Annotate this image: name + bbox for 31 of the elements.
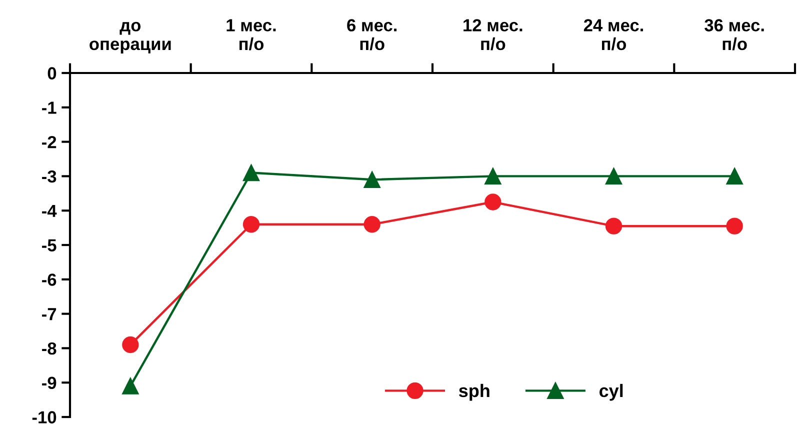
point	[605, 218, 622, 234]
point	[484, 168, 502, 185]
y-tick-label: -4	[42, 204, 57, 217]
point	[484, 194, 502, 210]
y-tick-label: -8	[42, 342, 56, 355]
point	[242, 164, 260, 182]
x-tick-label: 6 мес. п/о	[347, 19, 396, 50]
y-tick-label: -9	[42, 376, 56, 390]
y-tick-label: 0	[48, 67, 56, 80]
x-tick-label: до операции	[90, 22, 171, 54]
y-tick-label: -2	[42, 136, 56, 148]
legend-label: cyl	[599, 384, 623, 401]
point	[122, 336, 139, 354]
y-tick-label: -5	[42, 239, 56, 252]
y-tick-label: -1	[42, 102, 56, 114]
point	[364, 216, 380, 233]
point	[726, 218, 743, 234]
x-tick-label: 24 мес. п/о	[584, 19, 643, 50]
y-tick-label: -3	[42, 170, 56, 183]
point	[242, 216, 260, 233]
x-tick-label: 36 мес. п/о	[704, 19, 764, 50]
legend-label: sph	[458, 384, 490, 401]
y-tick-label: -7	[42, 308, 56, 320]
x-tick-label: 12 мес. п/о	[464, 19, 522, 50]
y-tick-label: -6	[42, 274, 56, 286]
point	[726, 168, 743, 185]
point	[122, 378, 139, 394]
point	[364, 171, 380, 188]
y-tick-label: -10	[32, 411, 56, 424]
point	[605, 168, 622, 185]
x-tick-label: 1 мес. п/о	[226, 19, 276, 50]
